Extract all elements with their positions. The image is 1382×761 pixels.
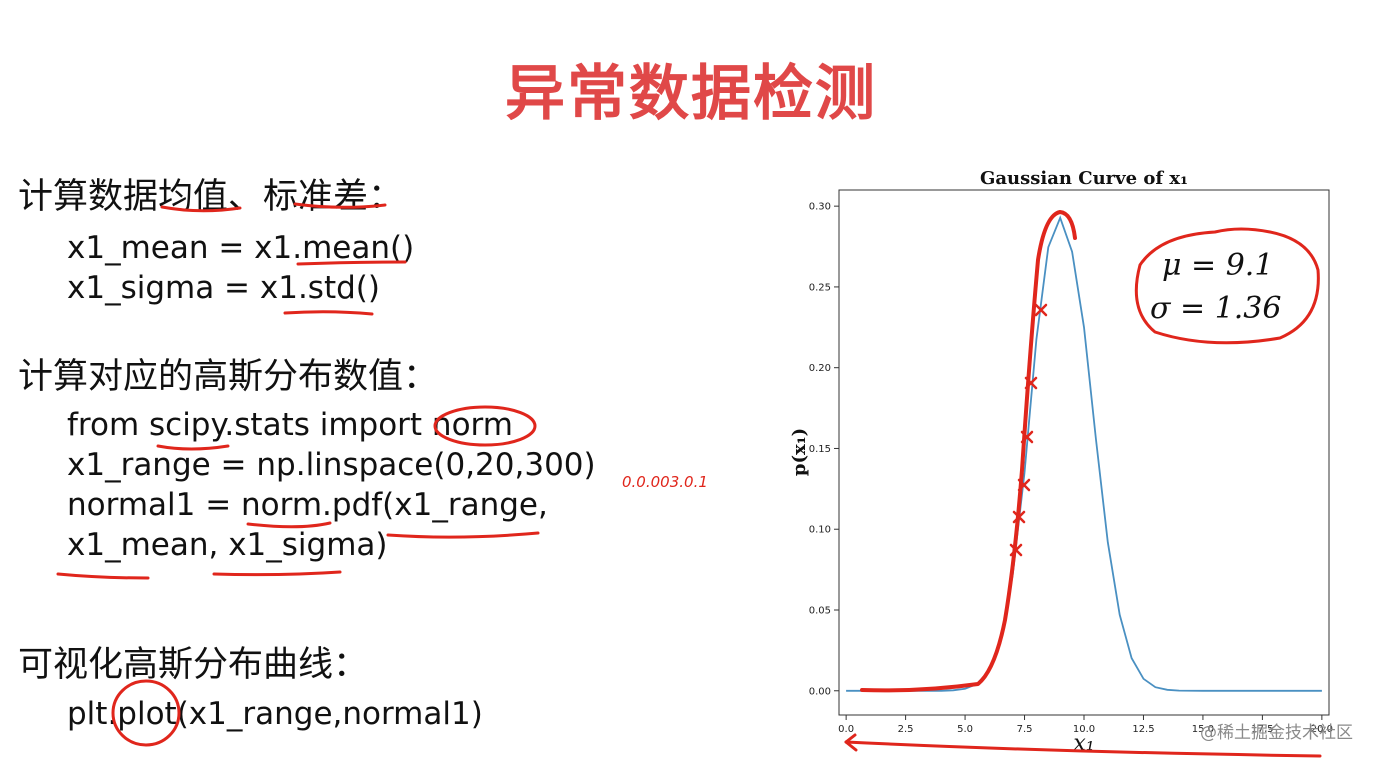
y-ticks: 0.00 0.05 0.10 0.15 0.20 0.25 0.30 (809, 202, 839, 697)
y-axis-label: p(x₁) (789, 428, 810, 476)
x-tick-label: 7.5 (1017, 724, 1033, 735)
handwritten-underlines (56, 202, 540, 747)
series-layer (846, 215, 1322, 692)
code-line-import: from scipy.stats import norm (67, 407, 513, 443)
x-tick-label: 12.5 (1132, 724, 1154, 735)
x-tick-label: 0.0 (838, 724, 854, 735)
handwritten-trace (844, 210, 1322, 758)
series-line-0 (846, 215, 1322, 692)
annotation-mu: μ = 9.1 (1162, 248, 1273, 283)
code-line-mean: x1_mean = x1.mean() (67, 230, 415, 266)
y-tick-label: 0.10 (809, 525, 831, 536)
x-tick-label: 15.0 (1192, 724, 1214, 735)
x-tick-label: 2.5 (898, 724, 914, 735)
x-ticks: 0.0 2.5 5.0 7.5 10.0 12.5 15.0 17.5 20.0 (838, 715, 1333, 735)
chart-title: Gaussian Curve of x₁ (980, 168, 1188, 189)
y-tick-label: 0.05 (809, 606, 831, 617)
slide-title: 异常数据检测 (505, 59, 877, 129)
code-line-range: x1_range = np.linspace(0,20,300) (67, 447, 596, 483)
y-tick-label: 0.30 (809, 202, 831, 213)
x-tick-label: 5.0 (957, 724, 973, 735)
watermark: @稀土掘金技术社区 (1200, 723, 1353, 743)
y-tick-label: 0.15 (809, 444, 831, 455)
code-line-plot: plt.plot(x1_range,normal1) (67, 696, 483, 732)
x-tick-label: 10.0 (1073, 724, 1095, 735)
step2-heading: 计算对应的高斯分布数值： (18, 357, 439, 397)
y-tick-label: 0.25 (809, 282, 831, 293)
code-line-sigma: x1_sigma = x1.std() (67, 270, 380, 306)
x-tick-label: 17.5 (1251, 724, 1273, 735)
code-line-pdf-args: x1_mean, x1_sigma) (67, 527, 388, 563)
x-tick-label: 20.0 (1311, 724, 1333, 735)
handwritten-note: 0.0.003.0.1 (622, 473, 708, 491)
annotation-sigma: σ = 1.36 (1150, 291, 1281, 326)
step3-heading: 可视化高斯分布曲线： (18, 645, 369, 685)
code-line-pdf: normal1 = norm.pdf(x1_range, (67, 487, 548, 523)
y-tick-label: 0.00 (809, 686, 831, 697)
y-tick-label: 0.20 (809, 363, 831, 374)
